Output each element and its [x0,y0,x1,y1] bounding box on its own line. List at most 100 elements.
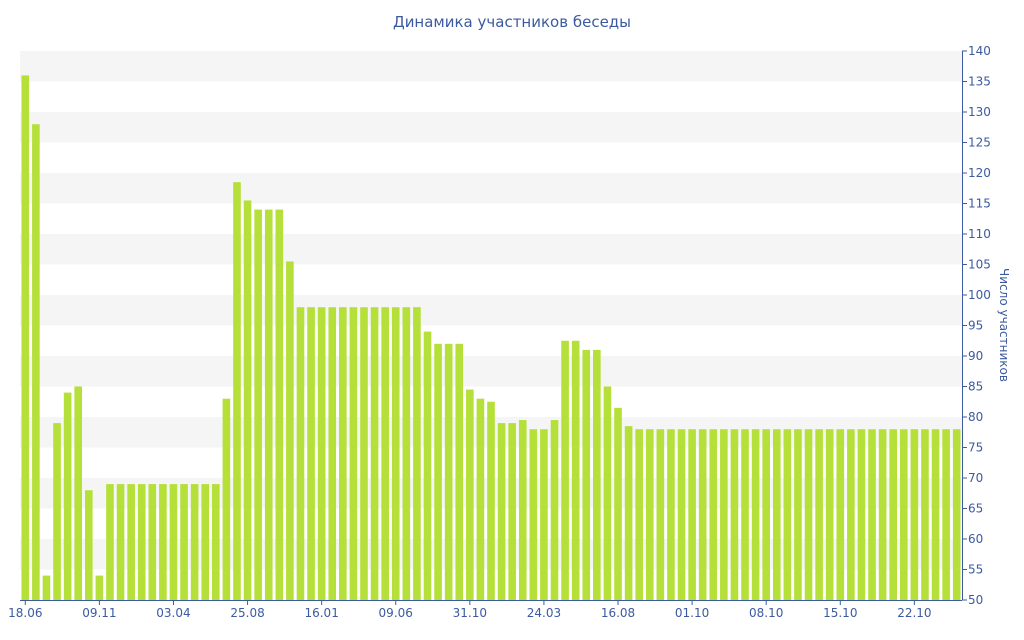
bar [148,484,157,600]
y-tick-label: 95 [968,319,983,333]
bar [910,429,919,600]
bar [804,429,813,600]
bar [667,429,675,600]
bar [635,429,643,600]
bar [233,182,241,600]
bar [360,307,368,600]
x-tick-label: 03.04 [156,606,190,620]
x-tick-label: 16.08 [601,606,635,620]
bar [381,307,389,600]
bar [540,429,548,600]
x-tick-label: 15.10 [823,606,857,620]
bar [741,429,749,600]
bars [21,75,961,600]
bar [751,429,760,600]
y-tick-label: 120 [968,166,991,180]
y-tick-label: 140 [968,44,991,58]
y-tick-label: 70 [968,471,983,485]
bar [413,307,421,600]
x-tick-label: 22.10 [897,606,931,620]
bar [74,386,83,600]
bar [444,343,453,600]
bar [201,484,210,600]
bar [339,307,347,600]
bar [730,429,739,600]
y-tick-label: 125 [968,136,991,150]
y-tick-label: 130 [968,105,991,119]
y-tick-label: 65 [968,502,983,516]
x-tick-label: 25.08 [230,606,264,620]
chart-title: Динамика участников беседы [393,13,631,31]
bar [296,307,305,600]
x-tick-label: 01.10 [675,606,709,620]
bar [391,307,400,600]
x-tick-label: 18.06 [8,606,42,620]
bar [307,307,315,600]
bar [952,429,961,600]
bar [180,484,188,600]
bar [677,429,686,600]
grid-band [20,51,962,82]
bar [264,209,273,600]
bar [222,398,231,600]
bar [487,401,495,600]
bar [709,429,718,600]
bar [42,575,51,600]
bar [476,398,485,600]
bar [63,392,72,600]
x-tick-label: 08.10 [749,606,783,620]
y-tick-label: 80 [968,410,983,424]
x-tick-label: 16.01 [304,606,338,620]
bar [127,484,135,600]
bar [603,386,612,600]
bar [349,307,358,600]
bar [508,423,516,600]
x-tick-label: 09.11 [82,606,116,620]
y-tick-label: 100 [968,288,991,302]
bar [656,429,665,600]
bar [95,575,104,600]
x-axis-ticks: 18.06 09.11 03.04 25.08 16.01 09.06 31.10 24.03… [8,600,932,620]
bar [698,429,707,600]
grid-band [20,356,962,387]
bar [857,429,866,600]
x-tick-label: 09.06 [379,606,413,620]
bar [317,307,326,600]
bar [593,349,601,600]
bar [212,484,220,600]
bar [370,307,379,600]
bar [328,307,337,600]
bar [423,331,432,600]
bar [614,407,622,600]
bar [497,423,506,600]
bar [32,124,40,600]
bar [106,484,114,600]
bar [455,343,464,600]
bar [190,484,199,600]
bar [783,429,792,600]
y-tick-label: 105 [968,258,991,272]
bar [645,429,654,600]
bar [868,429,876,600]
bar [688,429,696,600]
bar [889,429,898,600]
bar [878,429,887,600]
bar [825,429,834,600]
grid-band [20,295,962,326]
bar [931,429,940,600]
grid-band [20,173,962,204]
bar [772,429,781,600]
bar [84,490,93,600]
bar [899,429,908,600]
y-tick-label: 60 [968,532,983,546]
bar [550,420,559,600]
y-tick-label: 55 [968,563,983,577]
bar [561,340,569,600]
bar [942,429,950,600]
y-tick-label: 50 [968,593,983,607]
bar [720,429,728,600]
bar [582,349,591,600]
bar [137,484,146,600]
bar [243,200,252,600]
y-tick-label: 110 [968,227,991,241]
